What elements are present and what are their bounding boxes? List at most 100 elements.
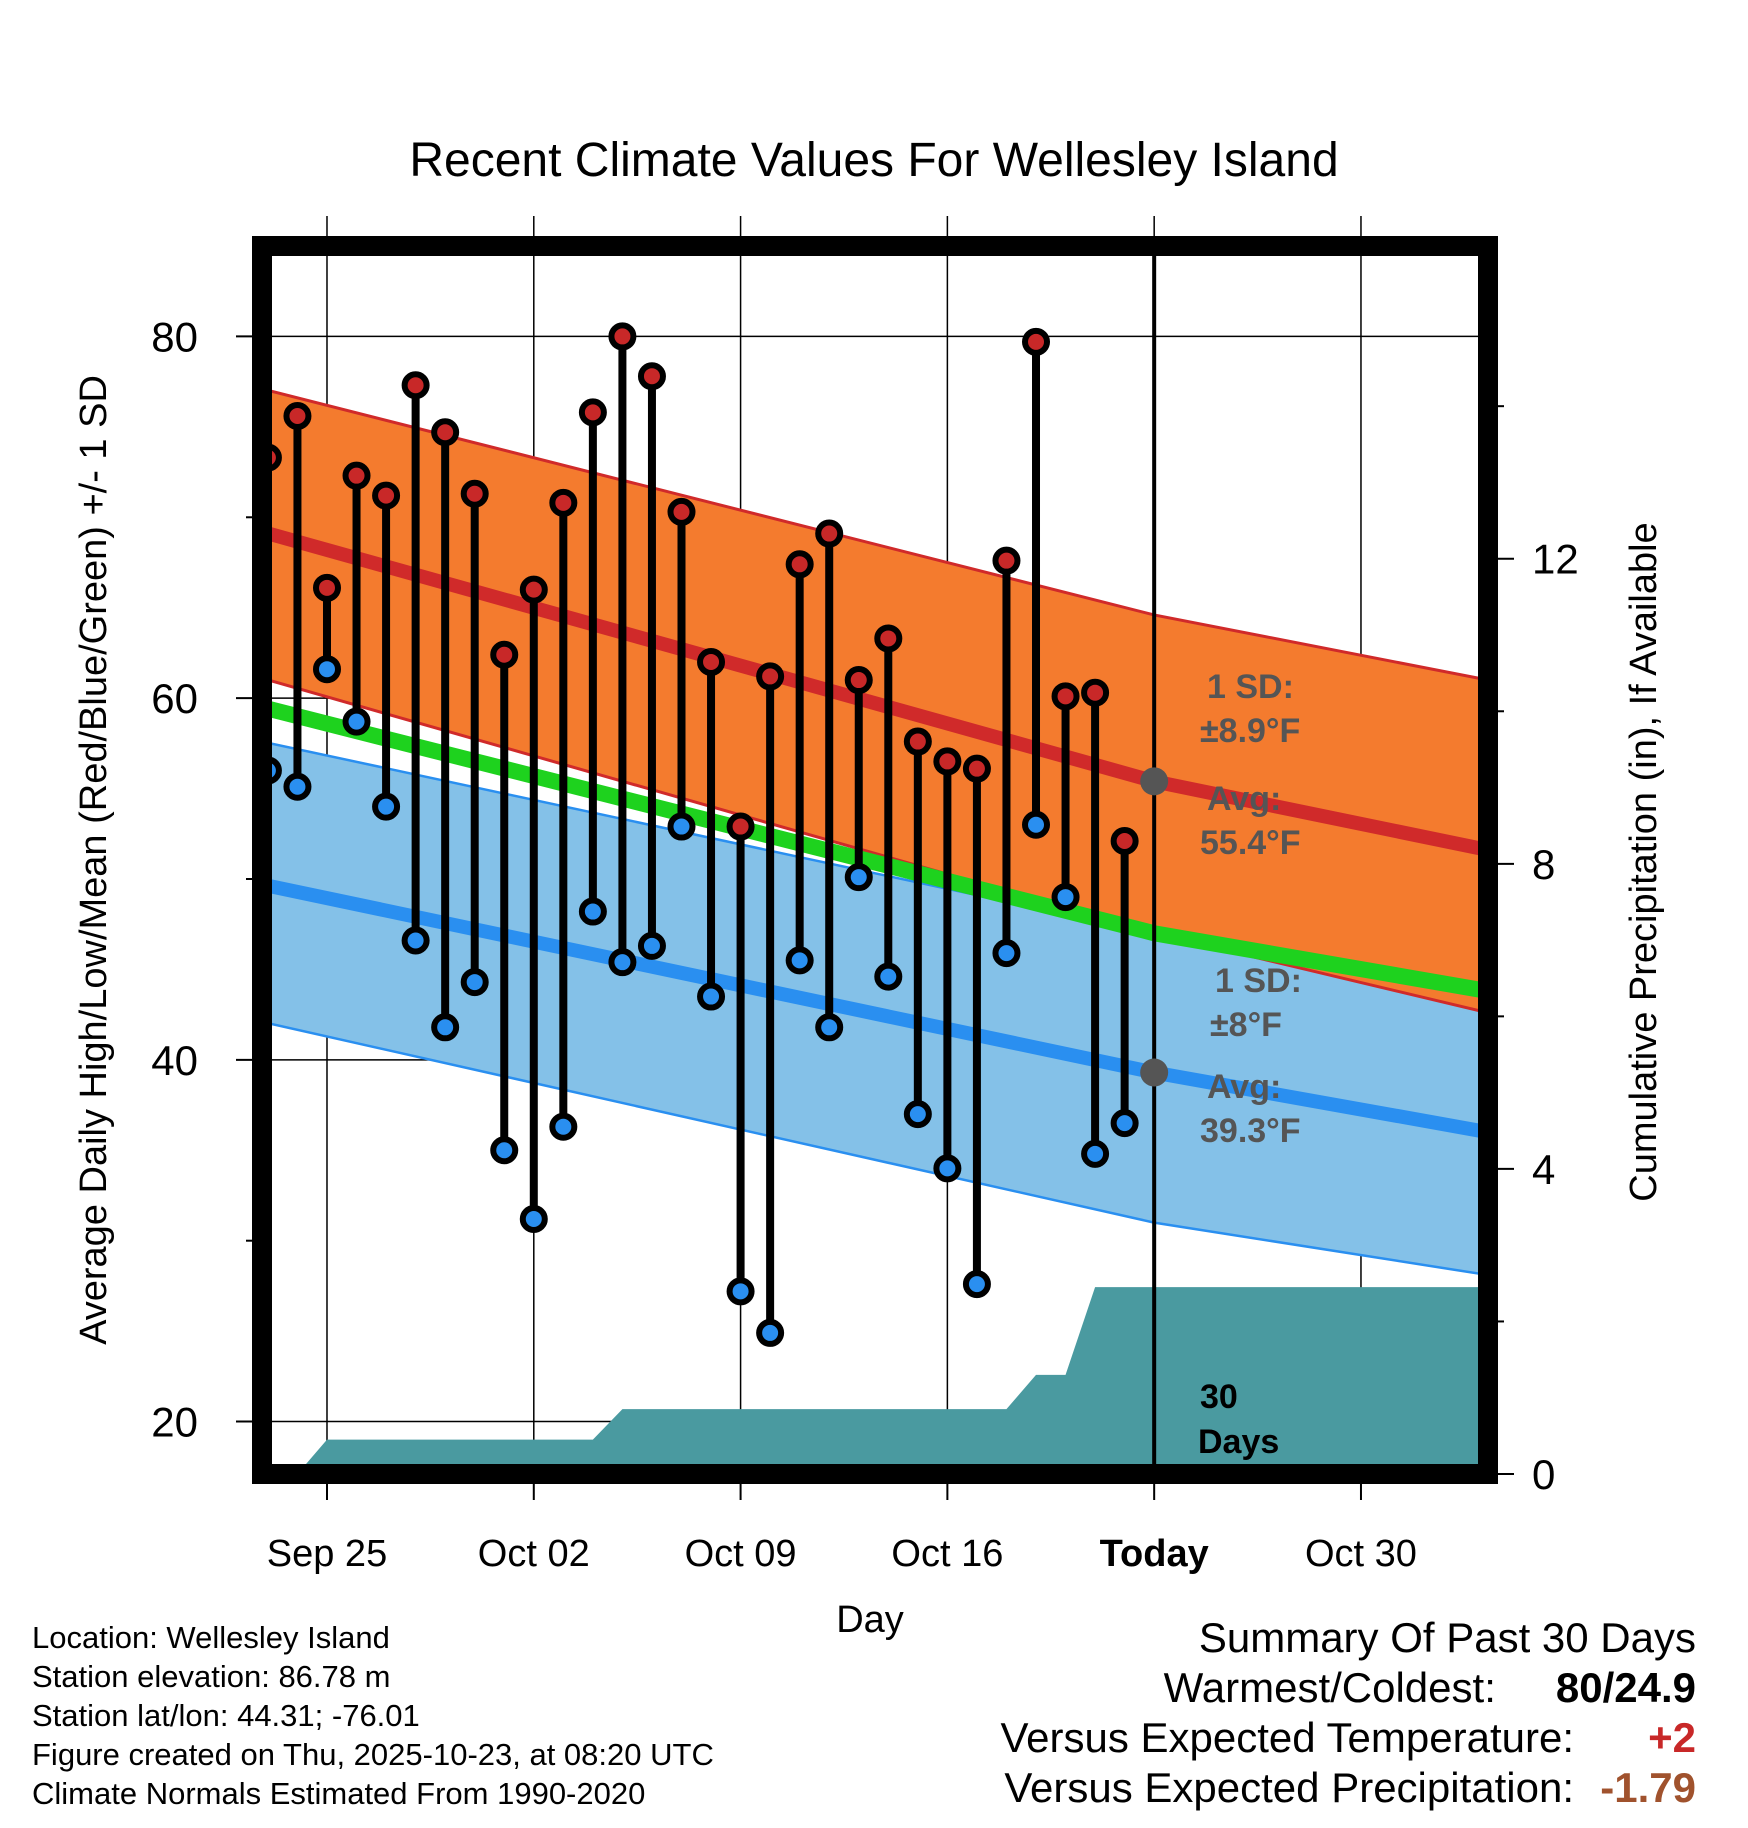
- daily-high-point: [519, 575, 548, 604]
- daily-low-point: [578, 897, 607, 926]
- daily-low-point: [726, 1277, 755, 1306]
- summary-title: Summary Of Past 30 Days: [1000, 1614, 1696, 1664]
- x-tick-label: Today: [1100, 1533, 1209, 1575]
- low-avg-value: 39.3°F: [1200, 1112, 1301, 1150]
- daily-high-point: [342, 461, 371, 490]
- temp-value: +2: [1648, 1714, 1696, 1761]
- y-tick-label: 60: [151, 675, 198, 722]
- x-axis-label: Day: [836, 1599, 904, 1641]
- daily-high-point: [726, 812, 755, 841]
- x-tick-label: Oct 16: [891, 1533, 1003, 1575]
- daily-low-point: [1022, 810, 1051, 839]
- daily-low-point: [667, 812, 696, 841]
- summary-warmest-coldest: Warmest/Coldest: 80/24.9: [1000, 1664, 1696, 1714]
- daily-high-point: [844, 666, 873, 695]
- y2-axis-label: Cumulative Precipitation (in), If Availa…: [1623, 522, 1665, 1201]
- warmest-coldest-value: 80/24.9: [1555, 1664, 1696, 1711]
- period-label-number: 30: [1200, 1378, 1238, 1416]
- daily-high-point: [667, 497, 696, 526]
- daily-high-point: [756, 662, 785, 691]
- daily-high-point: [933, 747, 962, 776]
- y-tick-label: 80: [151, 313, 198, 360]
- daily-high-point: [815, 519, 844, 548]
- daily-high-point: [697, 647, 726, 676]
- latlon-text: Station lat/lon: 44.31; -76.01: [32, 1698, 420, 1733]
- daily-high-point: [312, 573, 341, 602]
- daily-low-point: [785, 946, 814, 975]
- x-tick-label: Oct 02: [478, 1533, 590, 1575]
- created-text: Figure created on Thu, 2025-10-23, at 08…: [32, 1737, 714, 1772]
- y2-tick-label: 12: [1532, 536, 1579, 583]
- x-tick-label: Oct 30: [1305, 1533, 1417, 1575]
- daily-low-point: [1110, 1109, 1139, 1138]
- daily-low-point: [933, 1154, 962, 1183]
- precip-value: -1.79: [1600, 1764, 1696, 1811]
- high-avg-label: Avg:: [1207, 780, 1281, 818]
- daily-low-point: [519, 1204, 548, 1233]
- daily-high-point: [1110, 827, 1139, 856]
- daily-low-point: [637, 931, 666, 960]
- y-tick-label: 20: [151, 1399, 198, 1446]
- daily-low-point: [992, 939, 1021, 968]
- high-avg-value: 55.4°F: [1200, 824, 1301, 862]
- location-text: Location: Wellesley Island: [32, 1620, 390, 1655]
- daily-high-point: [549, 488, 578, 517]
- summary-precip: Versus Expected Precipitation: -1.79: [1000, 1764, 1696, 1814]
- precip-area: [262, 1287, 1488, 1474]
- warmest-coldest-label: Warmest/Coldest:: [1163, 1664, 1496, 1711]
- daily-high-point: [992, 546, 1021, 575]
- annotations: 1 SD: ±8.9°F Avg: 55.4°F 1 SD: ±8°F Avg:…: [1198, 668, 1302, 1461]
- y2-tick-label: 0: [1532, 1451, 1555, 1498]
- daily-high-point: [578, 398, 607, 427]
- daily-low-point: [962, 1270, 991, 1299]
- period-label-days: Days: [1198, 1423, 1279, 1461]
- daily-high-point: [283, 402, 312, 431]
- x-tick-label: Oct 09: [685, 1533, 797, 1575]
- daily-low-point: [460, 968, 489, 997]
- avg-high-point: [1140, 767, 1169, 796]
- axes: 20 40 60 80 0 4 8 12 Sep 25 Oct 02 Oct 09 Oct 16 Tod…: [151, 313, 1578, 1575]
- daily-low-point: [549, 1112, 578, 1141]
- daily-low-point: [608, 948, 637, 977]
- daily-high-point: [874, 624, 903, 653]
- daily-high-point: [372, 481, 401, 510]
- daily-high-point: [401, 371, 430, 400]
- y-axis-label: Average Daily High/Low/Mean (Red/Blue/Gr…: [73, 375, 115, 1345]
- daily-low-point: [1051, 883, 1080, 912]
- y2-tick-label: 8: [1532, 841, 1555, 888]
- daily-high-point: [490, 640, 519, 669]
- temp-label: Versus Expected Temperature:: [1000, 1714, 1574, 1761]
- daily-high-point: [637, 362, 666, 391]
- y2-tick-label: 4: [1532, 1146, 1555, 1193]
- plot-frame: [252, 236, 1498, 1484]
- low-avg-label: Avg:: [1207, 1068, 1281, 1106]
- low-sd-value: ±8°F: [1210, 1006, 1282, 1044]
- daily-high-point: [785, 550, 814, 579]
- summary-panel: Summary Of Past 30 Days Warmest/Coldest:…: [1000, 1614, 1696, 1814]
- daily-low-point: [401, 926, 430, 955]
- low-sd-label: 1 SD:: [1215, 962, 1302, 1000]
- high-sd-label: 1 SD:: [1207, 668, 1294, 706]
- daily-high-point: [962, 754, 991, 783]
- high-sd-value: ±8.9°F: [1200, 712, 1300, 750]
- elevation-text: Station elevation: 86.78 m: [32, 1659, 391, 1694]
- daily-high-point: [460, 479, 489, 508]
- daily-low-point: [874, 962, 903, 991]
- daily-low-point: [490, 1136, 519, 1165]
- station-info: Location: Wellesley Island Station eleva…: [32, 1618, 714, 1813]
- daily-low-point: [697, 982, 726, 1011]
- plot-area: [262, 322, 1488, 1474]
- daily-low-point: [903, 1100, 932, 1129]
- daily-low-point: [312, 655, 341, 684]
- daily-high-point: [903, 727, 932, 756]
- daily-low-point: [372, 792, 401, 821]
- daily-high-point: [1051, 682, 1080, 711]
- daily-low-point: [815, 1013, 844, 1042]
- daily-low-point: [844, 863, 873, 892]
- summary-temp: Versus Expected Temperature: +2: [1000, 1714, 1696, 1764]
- daily-low-point: [342, 707, 371, 736]
- y-tick-label: 40: [151, 1037, 198, 1084]
- daily-low-point: [283, 772, 312, 801]
- daily-low-point: [1081, 1139, 1110, 1168]
